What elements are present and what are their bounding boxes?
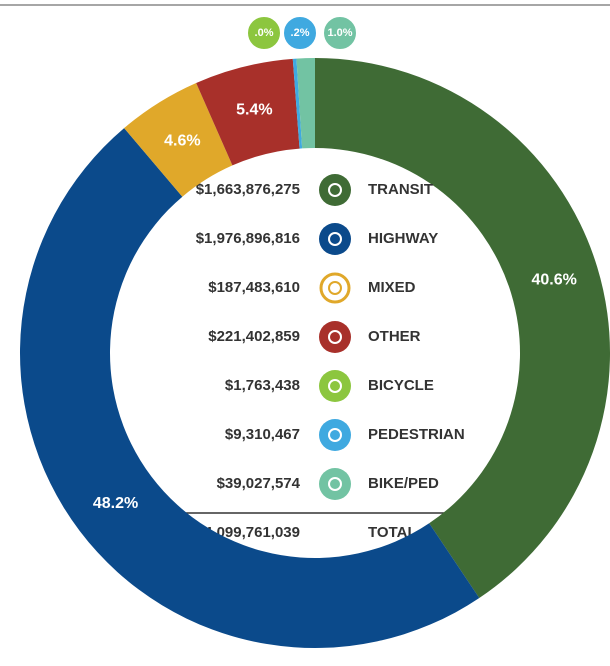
icon [319,223,351,255]
label-bubble [322,15,358,51]
slice [19,128,480,649]
category-name: OTHER [368,328,421,345]
icon [319,370,351,402]
slice-label: 48.2% [93,495,138,512]
slice-label: .2% [291,27,310,39]
slice [296,58,315,149]
total-label: TOTAL [368,524,417,541]
icon-glyph [328,281,342,295]
amount: $187,483,610 [208,279,300,296]
category-name: BICYCLE [368,377,434,394]
amount: $1,763,438 [225,377,300,394]
category-name: HIGHWAY [368,230,438,247]
slice [292,58,300,149]
slice [315,58,610,599]
amount: $1,663,876,275 [196,181,300,198]
category-name: TRANSIT [368,181,433,198]
icon-glyph [328,183,342,197]
label-bubble [246,15,282,51]
category-name: BIKE/PED [368,475,439,492]
icon-glyph [328,232,342,246]
icon-glyph [328,379,342,393]
slice [196,58,300,166]
slice-label: 4.6% [164,132,200,149]
category-name: MIXED [368,279,416,296]
icon-glyph [328,477,342,491]
icon [319,174,351,206]
icon-glyph [328,330,342,344]
category-name: PEDESTRIAN [368,426,465,443]
slice [292,58,303,149]
slice-label: .0% [255,27,274,39]
slice [124,83,233,197]
amount: $9,310,467 [225,426,300,443]
icon [319,321,351,353]
amount: $1,976,896,816 [196,230,300,247]
label-bubble [282,15,318,51]
icon-glyph [328,428,342,442]
slice-label: 1.0% [327,27,352,39]
slice-label: 40.6% [531,271,576,288]
amount: $39,027,574 [217,475,301,492]
icon [319,468,351,500]
icon [319,272,351,304]
slice-label: 5.4% [236,102,272,119]
icon [319,419,351,451]
amount: $221,402,859 [208,328,300,345]
